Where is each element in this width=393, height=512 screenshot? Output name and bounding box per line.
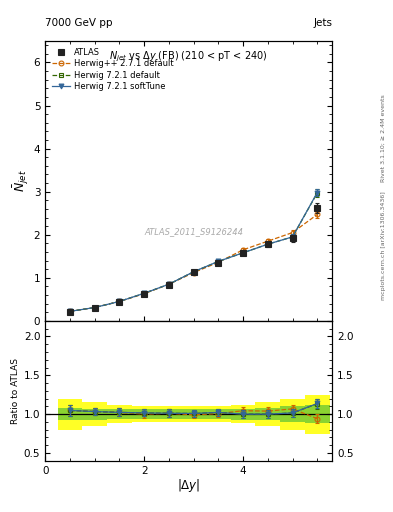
Text: Rivet 3.1.10; ≥ 2.4M events: Rivet 3.1.10; ≥ 2.4M events: [381, 94, 386, 182]
Legend: ATLAS, Herwig++ 2.7.1 default, Herwig 7.2.1 default, Herwig 7.2.1 softTune: ATLAS, Herwig++ 2.7.1 default, Herwig 7.…: [50, 45, 176, 94]
X-axis label: $|\Delta y|$: $|\Delta y|$: [177, 477, 200, 494]
Text: Jets: Jets: [313, 18, 332, 28]
Y-axis label: $\bar{N}_{jet}$: $\bar{N}_{jet}$: [11, 169, 31, 193]
Text: mcplots.cern.ch [arXiv:1306.3436]: mcplots.cern.ch [arXiv:1306.3436]: [381, 191, 386, 300]
Text: ATLAS_2011_S9126244: ATLAS_2011_S9126244: [145, 227, 244, 236]
Text: $N_{jet}$ vs $\Delta y$ (FB) (210 < pT < 240): $N_{jet}$ vs $\Delta y$ (FB) (210 < pT <…: [109, 49, 268, 64]
Y-axis label: Ratio to ATLAS: Ratio to ATLAS: [11, 358, 20, 424]
Text: 7000 GeV pp: 7000 GeV pp: [45, 18, 113, 28]
